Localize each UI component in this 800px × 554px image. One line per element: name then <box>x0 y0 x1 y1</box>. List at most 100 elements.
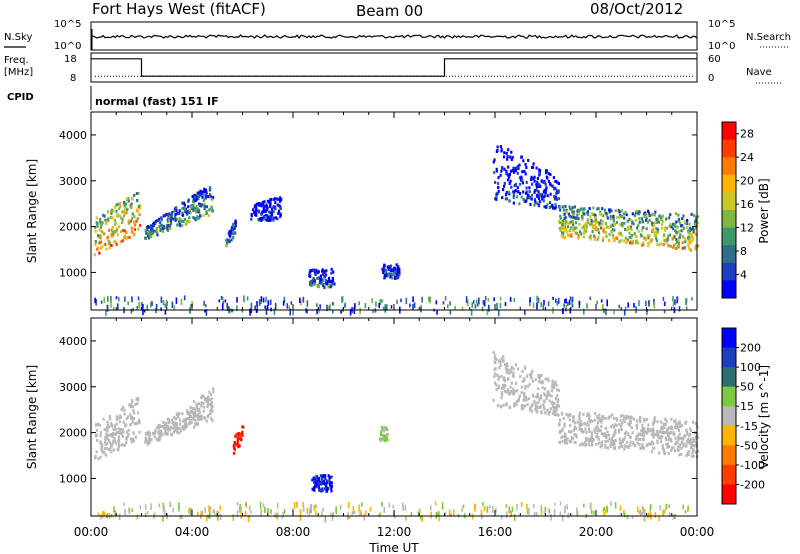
echo-cell <box>537 387 540 391</box>
ground-scatter-cell <box>561 514 564 522</box>
ground-scatter-cell <box>618 304 620 309</box>
echo-cell <box>694 245 698 248</box>
echo-cell <box>158 217 161 221</box>
echo-cell <box>539 192 542 196</box>
ground-scatter-cell <box>544 506 547 512</box>
echo-cell <box>680 436 683 440</box>
echo-cell <box>681 241 684 245</box>
echo-cell <box>635 423 638 427</box>
ground-scatter-cell <box>277 512 279 519</box>
echo-cell <box>687 230 690 234</box>
echo-cell <box>627 416 630 420</box>
echo-cell <box>619 414 623 418</box>
echo-cell <box>509 169 512 173</box>
echo-cell <box>556 197 559 201</box>
echo-cell <box>514 189 517 192</box>
echo-cell <box>512 373 515 377</box>
echo-cell <box>582 235 585 239</box>
ground-scatter-cell <box>505 504 508 508</box>
echo-cell <box>555 405 559 409</box>
echo-cell <box>204 195 207 199</box>
echo-cell <box>590 443 593 447</box>
echo-cell <box>127 219 130 223</box>
echo-cell <box>330 475 333 479</box>
noise-left-tick-bottom: 10^0 <box>54 41 81 52</box>
echo-cell <box>105 434 108 438</box>
echo-cell <box>175 422 178 425</box>
ground-scatter-cell <box>662 509 664 516</box>
echo-cell <box>210 197 213 201</box>
echo-cell <box>185 222 188 226</box>
echo-cell <box>115 415 119 419</box>
echo-cell <box>543 195 546 199</box>
echo-cell <box>632 222 635 226</box>
echo-cell <box>212 195 215 199</box>
echo-cell <box>509 390 512 394</box>
echo-cell <box>98 423 101 427</box>
echo-cell <box>316 276 319 280</box>
echo-cell <box>111 216 114 220</box>
echo-cell <box>321 474 324 478</box>
echo-cell <box>578 222 581 226</box>
echo-cell <box>677 448 680 452</box>
noise-frame <box>90 21 698 51</box>
ground-scatter-cell <box>639 509 642 516</box>
echo-cell <box>567 414 570 418</box>
echo-cell <box>672 222 675 226</box>
echo-cell <box>546 408 549 412</box>
echo-cell <box>637 437 640 441</box>
echo-cell <box>660 222 663 226</box>
ground-scatter-cell <box>189 508 192 515</box>
ground-scatter-cell <box>105 309 107 316</box>
ground-scatter-cell <box>429 296 431 304</box>
echo-cell <box>530 175 533 179</box>
echo-cell <box>667 451 670 455</box>
ground-scatter-cell <box>418 508 421 514</box>
echo-cell <box>229 234 232 238</box>
echo-cell <box>172 426 175 430</box>
echo-cell <box>211 409 214 413</box>
echo-cell <box>512 196 515 199</box>
echo-cell <box>618 422 621 426</box>
time-axis-title: Time UT <box>368 541 419 554</box>
echo-cell <box>517 190 520 193</box>
ground-scatter-cell <box>642 508 645 514</box>
echo-cell <box>695 441 698 444</box>
echo-cell <box>496 192 499 196</box>
ground-scatter-cell <box>691 296 693 301</box>
colorbar-swatch <box>722 210 736 229</box>
echo-cell <box>158 424 161 428</box>
cpid-mode: normal (fast) 151 IF <box>95 95 219 108</box>
echo-cell <box>197 408 200 412</box>
echo-cell <box>576 209 579 213</box>
echo-cell <box>254 208 257 212</box>
echo-cell <box>606 216 609 220</box>
echo-cell <box>588 414 591 418</box>
echo-cell <box>668 436 671 440</box>
echo-cell <box>662 422 665 426</box>
echo-cell <box>687 450 690 454</box>
echo-cell <box>604 426 607 430</box>
echo-cell <box>505 172 508 175</box>
echo-cell <box>207 395 210 399</box>
echo-cell <box>105 453 108 457</box>
echo-cell <box>206 405 209 409</box>
echo-cell <box>133 411 136 415</box>
echo-cell <box>110 444 113 448</box>
echo-cell <box>181 224 184 227</box>
ground-scatter-cell <box>392 504 395 509</box>
ground-scatter-cell <box>471 302 474 308</box>
echo-cell <box>613 445 616 449</box>
echo-cell <box>556 403 559 407</box>
echo-cell <box>577 233 580 237</box>
ground-scatter-cell <box>390 305 393 309</box>
echo-cell <box>124 202 128 206</box>
echo-cell <box>564 437 567 440</box>
ground-scatter-cell <box>260 296 263 302</box>
echo-cell <box>674 243 677 246</box>
echo-cell <box>687 453 690 456</box>
echo-cell <box>575 221 578 225</box>
echo-cell <box>523 170 526 173</box>
echo-cell <box>557 197 561 201</box>
